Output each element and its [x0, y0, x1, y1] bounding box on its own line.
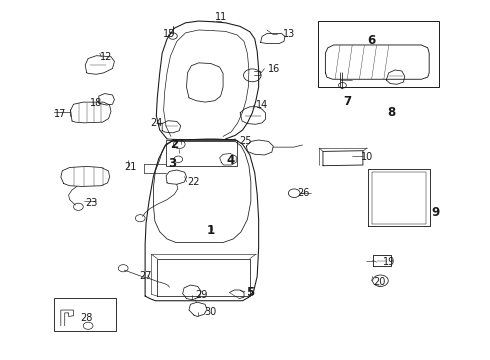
Bar	[166, 140, 237, 166]
Text: 25: 25	[239, 136, 251, 146]
Text: 17: 17	[54, 109, 66, 119]
Text: 28: 28	[80, 312, 93, 323]
Text: 5: 5	[246, 286, 254, 299]
Bar	[318, 21, 439, 87]
Text: 7: 7	[343, 95, 351, 108]
Text: 10: 10	[361, 152, 373, 162]
Text: 2: 2	[171, 138, 178, 151]
Text: 15: 15	[163, 28, 176, 39]
Text: 6: 6	[368, 34, 376, 47]
Text: 8: 8	[387, 105, 395, 119]
Text: 26: 26	[297, 188, 310, 198]
Text: 9: 9	[431, 206, 439, 219]
Text: 20: 20	[373, 277, 385, 287]
Text: 11: 11	[215, 13, 227, 22]
Text: 22: 22	[188, 177, 200, 187]
Text: 18: 18	[90, 98, 102, 108]
Text: 3: 3	[168, 157, 176, 170]
Text: 23: 23	[85, 198, 98, 208]
Text: 24: 24	[150, 118, 163, 128]
Text: 30: 30	[205, 307, 217, 317]
Text: 16: 16	[268, 64, 280, 74]
Text: 21: 21	[124, 162, 137, 172]
Text: 14: 14	[256, 100, 268, 110]
Text: 19: 19	[383, 257, 395, 267]
Text: 13: 13	[283, 28, 295, 39]
Text: 1: 1	[207, 224, 215, 237]
Text: 4: 4	[226, 154, 235, 167]
Text: 27: 27	[139, 271, 151, 282]
Text: 29: 29	[195, 290, 207, 300]
Text: 12: 12	[100, 52, 112, 62]
Bar	[54, 298, 116, 331]
